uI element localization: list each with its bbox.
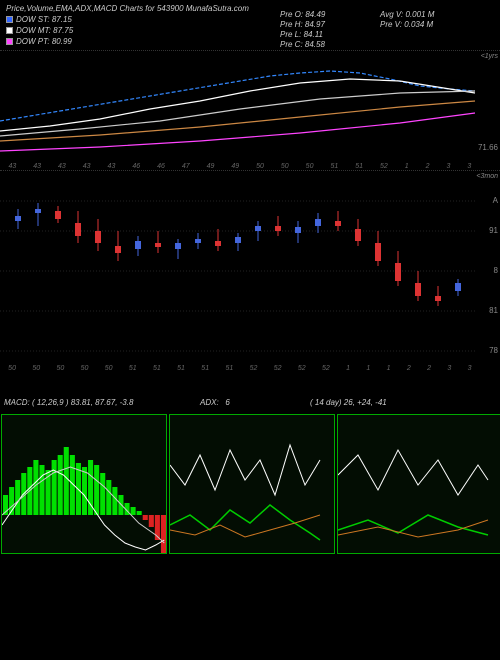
legend-text: DOW ST: 87.15 [16, 14, 72, 25]
y-tick: 91 [489, 226, 498, 235]
x-axis-1: 434343434346464749495050505151521233 [0, 163, 480, 170]
stats-ohlc: Pre O: 84.49Pre H: 84.97Pre L: 84.11Pre … [280, 10, 325, 50]
legend-swatch [6, 38, 13, 45]
legend-swatch [6, 27, 13, 34]
third-panel [337, 414, 500, 554]
y-tick: 81 [489, 306, 498, 315]
adx-extra: ( 14 day) 26, +24, -41 [310, 398, 387, 407]
legend-item: DOW MT: 87.75 [6, 25, 73, 36]
stat-row: Pre O: 84.49 [280, 10, 325, 20]
legend-item: DOW PT: 80.99 [6, 36, 73, 47]
stat-row: Pre L: 84.11 [280, 30, 325, 40]
macd-label: MACD: ( 12,26,9 ) 83.81, 87.67, -3.8 [4, 398, 133, 407]
timeframe-label-2: <3mon [476, 173, 498, 180]
y-tick: 78 [489, 346, 498, 355]
stat-row: Avg V: 0.001 M [380, 10, 434, 20]
legend: DOW ST: 87.15DOW MT: 87.75DOW PT: 80.99 [6, 14, 73, 47]
x-axis-2: 50505050505151515151525252521112233 [0, 365, 480, 372]
y-axis-label: 71.66 [478, 143, 498, 152]
y-tick: A [493, 196, 498, 205]
stats-vol: Avg V: 0.001 MPre V: 0.034 M [380, 10, 434, 30]
y-tick: 8 [494, 266, 498, 275]
timeframe-label: <1yrs [481, 53, 498, 60]
candlestick-chart [0, 171, 480, 361]
legend-text: DOW MT: 87.75 [16, 25, 73, 36]
ema-chart [0, 51, 480, 156]
panel-ema: <1yrs 71.66 4343434343464647494950505051… [0, 50, 500, 170]
legend-item: DOW ST: 87.15 [6, 14, 73, 25]
panel-candlestick: <3mon A 91 8 81 78 5050505050515151515152525… [0, 170, 500, 370]
adx-panel [169, 414, 335, 554]
stat-row: Pre C: 84.58 [280, 40, 325, 50]
header: Price,Volume,EMA,ADX,MACD Charts for 543… [0, 0, 500, 50]
legend-text: DOW PT: 80.99 [16, 36, 72, 47]
legend-swatch [6, 16, 13, 23]
indicator-panels [0, 414, 500, 554]
stat-row: Pre H: 84.97 [280, 20, 325, 30]
macd-panel [1, 414, 167, 554]
adx-label: ADX: 6 [200, 398, 230, 407]
stat-row: Pre V: 0.034 M [380, 20, 434, 30]
